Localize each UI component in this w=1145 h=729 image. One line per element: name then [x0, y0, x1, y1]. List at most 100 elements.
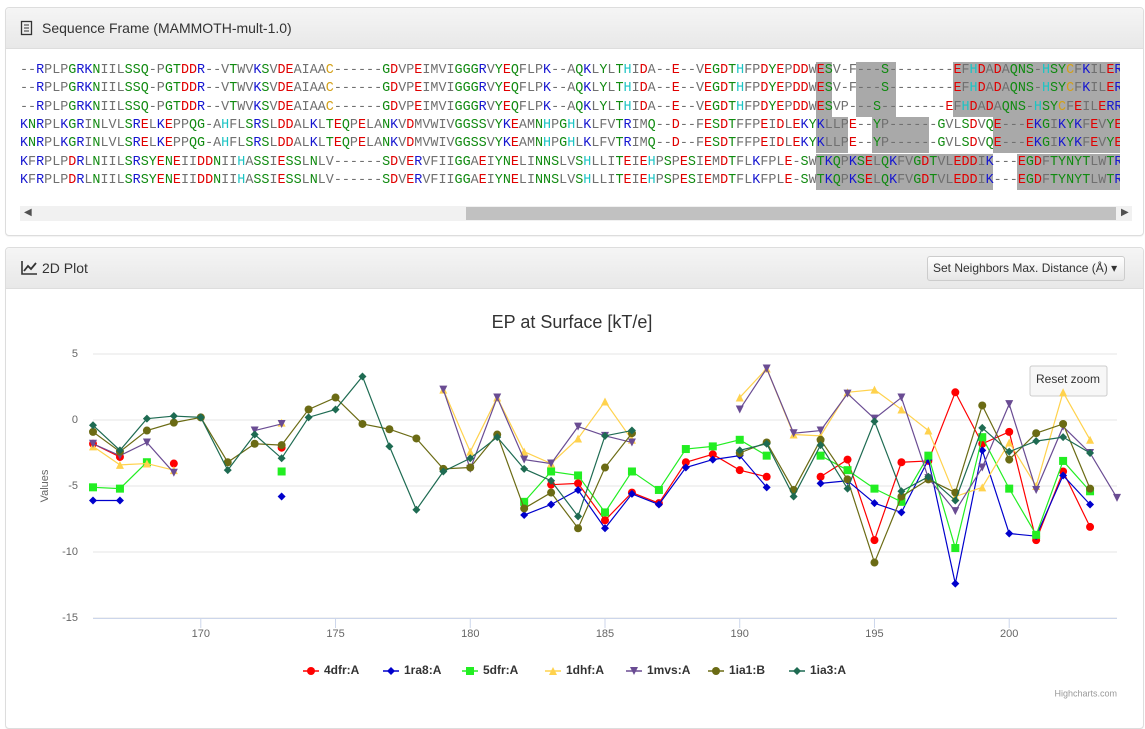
marker	[1059, 419, 1068, 428]
marker	[870, 385, 879, 394]
marker	[169, 412, 178, 421]
marker	[250, 439, 259, 448]
column-shade	[815, 153, 993, 172]
legend-item[interactable]: 1ra8:A	[383, 663, 442, 677]
marker	[762, 364, 771, 373]
scroll-thumb[interactable]	[466, 207, 1116, 220]
marker	[547, 467, 556, 476]
y-tick-label: -15	[62, 612, 78, 624]
sequence-row: --RPLPGRKNIILSSQ-PGTDDR--VTWVKSVDEAIAAC-…	[20, 81, 1120, 97]
marker	[816, 451, 825, 460]
plot-panel: 2D Plot Set Neighbors Max. Distance (Å) …	[5, 247, 1144, 729]
marker	[142, 459, 151, 468]
sequence-row: KFRPLPDRLNIILSRSYENEIIDDNIIHASSIESSLNLV-…	[20, 154, 1120, 170]
scroll-left[interactable]: ◀	[24, 207, 32, 218]
legend-item[interactable]: 1dhf:A	[545, 663, 604, 677]
column-shade	[872, 135, 929, 154]
marker	[897, 492, 906, 501]
column-shade	[872, 116, 929, 136]
marker	[681, 458, 690, 467]
legend-item[interactable]: 1ia3:A	[789, 663, 846, 677]
marker	[654, 500, 663, 509]
legend-label[interactable]: 1dhf:A	[566, 663, 604, 677]
column-shade	[856, 98, 897, 117]
y-tick-label: 5	[72, 348, 78, 360]
scroll-right[interactable]: ▶	[1121, 207, 1129, 218]
marker	[547, 459, 556, 468]
x-tick-label: 185	[596, 628, 614, 640]
marker	[142, 414, 151, 423]
marker	[1086, 500, 1095, 509]
marker	[169, 468, 178, 477]
marker	[331, 405, 340, 414]
marker	[681, 445, 690, 454]
marker	[601, 397, 609, 406]
panel-title: 2D Plot	[42, 260, 88, 276]
marker	[951, 388, 960, 397]
marker	[142, 426, 151, 435]
marker	[1005, 427, 1014, 436]
legend-label[interactable]: 1ia3:A	[810, 663, 846, 677]
marker	[520, 497, 529, 506]
series-line	[92, 367, 1118, 513]
marker	[762, 483, 771, 492]
x-tick-label: 200	[1000, 628, 1018, 640]
marker	[924, 426, 933, 435]
marker	[169, 459, 178, 468]
legend-label[interactable]: 1ia1:B	[729, 663, 765, 677]
marker	[574, 485, 583, 494]
dropdown-button[interactable]: Set Neighbors Max. Distance (Å) ▾	[927, 256, 1125, 281]
marker	[870, 536, 879, 545]
marker	[735, 393, 744, 402]
credits[interactable]: Highcharts.com	[1054, 688, 1117, 698]
column-shade	[815, 98, 833, 117]
marker	[385, 425, 394, 434]
series	[89, 372, 1095, 521]
marker	[547, 476, 556, 485]
legend-item[interactable]: 4dfr:A	[303, 663, 360, 677]
column-shade	[952, 80, 1120, 99]
marker	[816, 426, 825, 435]
scrollbar[interactable]: ◀ ▶	[20, 206, 1132, 221]
legend-item[interactable]: 5dfr:A	[462, 663, 519, 677]
legend-item[interactable]: 1mvs:A	[626, 663, 691, 677]
legend-label[interactable]: 1ra8:A	[404, 663, 442, 677]
marker	[870, 417, 879, 426]
marker	[735, 446, 744, 455]
marker	[358, 372, 367, 381]
reset-zoom-label[interactable]: Reset zoom	[1036, 372, 1100, 386]
marker	[789, 429, 798, 438]
marker	[735, 435, 744, 444]
legend-label[interactable]: 5dfr:A	[483, 663, 519, 677]
marker	[1032, 437, 1041, 446]
marker	[816, 472, 825, 481]
y-axis-title: Values	[39, 469, 51, 502]
marker	[708, 455, 717, 464]
legend-marker	[712, 667, 720, 675]
marker	[1059, 471, 1068, 480]
marker	[304, 413, 313, 422]
marker	[1005, 455, 1014, 464]
x-tick-label: 195	[865, 628, 883, 640]
legend-label[interactable]: 4dfr:A	[324, 663, 360, 677]
legend-label[interactable]: 1mvs:A	[647, 663, 691, 677]
marker	[385, 442, 394, 451]
alignment: --RPLPGRKNIILSSQ-PGTDDR--VTWVKSVDEAIAAC-…	[20, 62, 1120, 198]
marker	[627, 426, 636, 435]
marker	[601, 431, 609, 440]
marker	[277, 441, 286, 450]
reset-zoom-button[interactable]	[1029, 365, 1108, 397]
column-shade	[1016, 171, 1120, 191]
marker	[331, 393, 340, 402]
marker	[735, 466, 744, 475]
marker	[115, 446, 124, 455]
sequence-row: --RPLPGRKNIILSSQ-PGTDDR--VTWVKSVDEAIAAC-…	[20, 99, 1120, 115]
marker	[223, 458, 232, 467]
marker	[277, 492, 286, 501]
panel-header: Sequence Frame (MAMMOTH-mult-1.0)	[6, 8, 1143, 49]
marker	[439, 385, 448, 394]
legend-item[interactable]: 1ia1:B	[708, 663, 765, 677]
marker	[1005, 400, 1014, 409]
